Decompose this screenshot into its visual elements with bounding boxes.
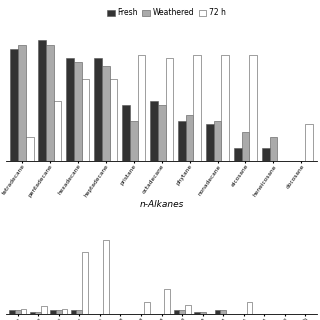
Bar xyxy=(18,45,26,161)
Bar xyxy=(76,310,82,314)
Bar xyxy=(185,305,191,314)
Bar xyxy=(71,310,76,314)
Bar xyxy=(130,121,138,161)
Bar xyxy=(269,137,277,161)
Bar xyxy=(56,310,62,314)
Bar xyxy=(200,312,205,314)
Bar xyxy=(54,101,61,161)
Bar xyxy=(305,124,313,161)
Bar xyxy=(262,148,269,161)
Bar xyxy=(158,106,165,161)
Bar xyxy=(41,306,47,314)
Bar xyxy=(242,132,249,161)
Bar xyxy=(206,124,214,161)
Bar xyxy=(15,310,20,314)
Bar xyxy=(122,106,130,161)
Bar xyxy=(109,79,117,161)
Bar xyxy=(10,49,18,161)
Bar xyxy=(214,121,221,161)
Bar xyxy=(173,310,179,314)
Bar xyxy=(138,55,145,161)
Bar xyxy=(178,121,186,161)
Bar xyxy=(165,58,173,161)
Bar xyxy=(94,58,102,161)
Bar xyxy=(234,148,242,161)
Bar xyxy=(102,66,109,161)
Bar xyxy=(179,310,185,314)
Bar xyxy=(36,312,41,314)
Bar xyxy=(26,137,34,161)
Bar xyxy=(247,302,252,314)
Bar xyxy=(38,40,46,161)
X-axis label: n-Alkanes: n-Alkanes xyxy=(140,200,184,209)
Bar xyxy=(50,310,56,314)
Bar xyxy=(194,312,200,314)
Bar xyxy=(74,62,82,161)
Bar xyxy=(66,58,74,161)
Bar xyxy=(46,45,54,161)
Bar xyxy=(164,289,170,314)
Bar xyxy=(9,310,15,314)
Bar xyxy=(20,309,26,314)
Bar xyxy=(221,55,229,161)
Bar xyxy=(82,79,90,161)
Bar xyxy=(144,302,150,314)
Bar xyxy=(194,55,201,161)
Bar xyxy=(82,252,88,314)
Bar xyxy=(103,241,108,314)
Bar xyxy=(215,310,220,314)
Bar xyxy=(62,309,68,314)
Bar xyxy=(186,115,194,161)
Bar xyxy=(150,101,158,161)
Bar xyxy=(249,55,257,161)
Legend: Fresh, Weathered, 72 h: Fresh, Weathered, 72 h xyxy=(104,5,228,20)
Bar xyxy=(220,310,226,314)
Bar xyxy=(30,312,36,314)
